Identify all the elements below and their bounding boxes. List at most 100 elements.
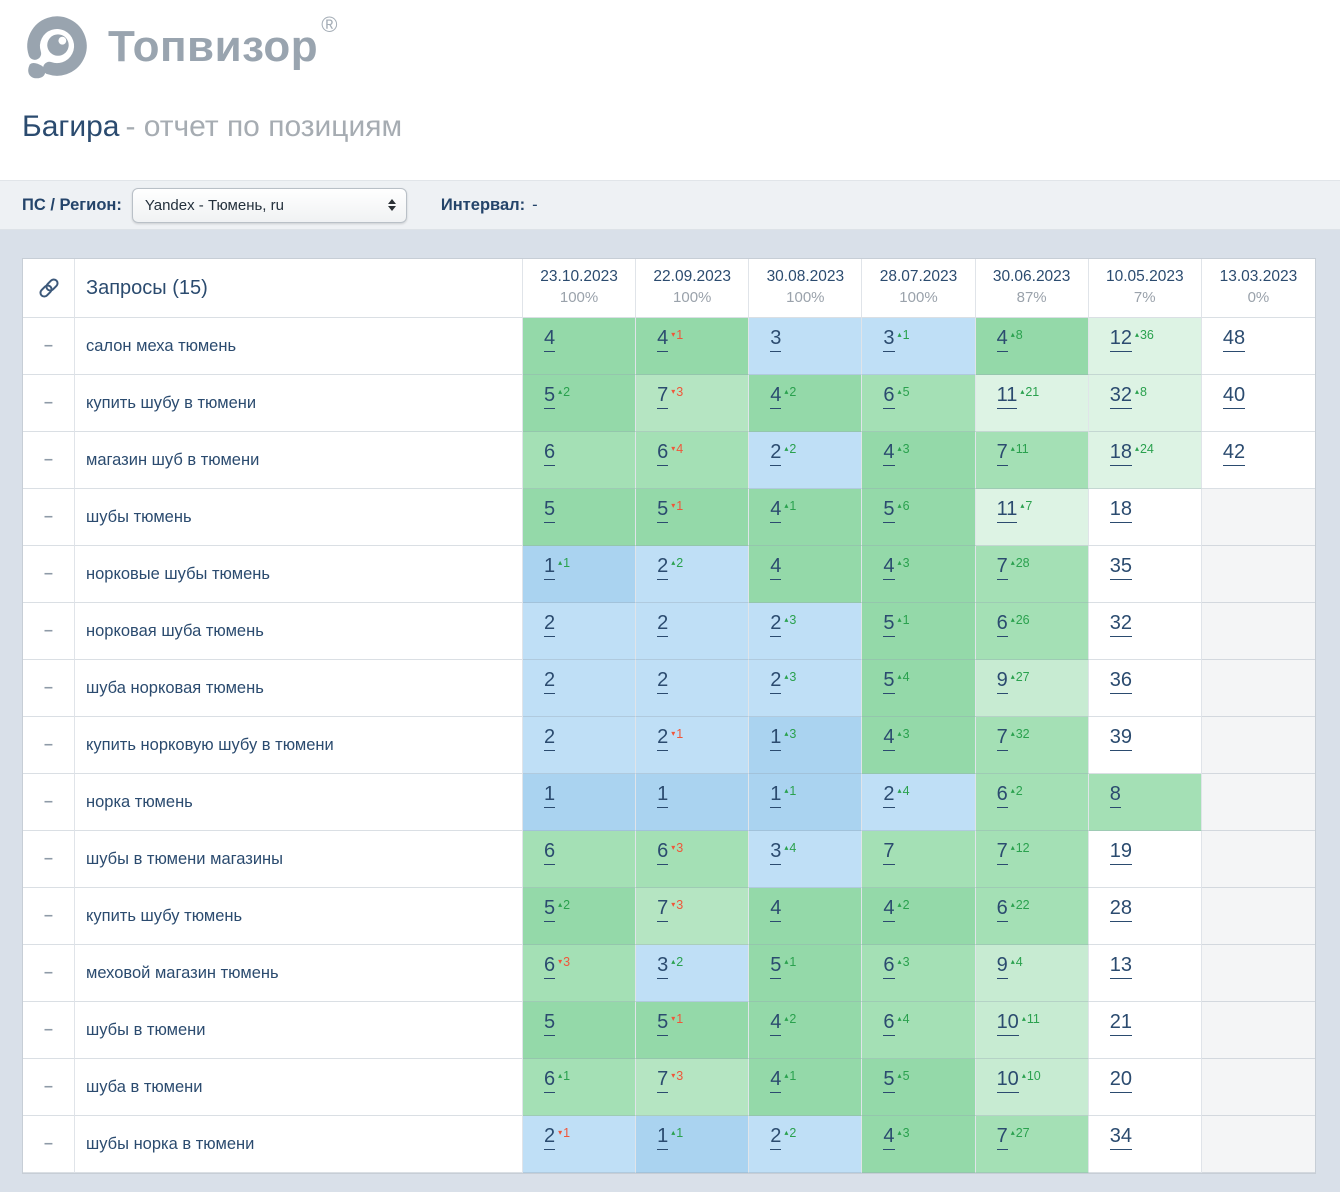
position-value-link[interactable]: 5 xyxy=(544,498,556,523)
position-value-link[interactable]: 6 xyxy=(657,840,669,865)
position-value-link[interactable]: 3 xyxy=(770,327,782,352)
position-value-link[interactable]: 5 xyxy=(544,384,556,409)
position-value-link[interactable]: 8 xyxy=(1109,783,1121,808)
position-value-link[interactable]: 1 xyxy=(544,555,556,580)
position-value-link[interactable]: 6 xyxy=(996,897,1008,922)
position-value-link[interactable]: 2 xyxy=(883,783,895,808)
date-column-header[interactable]: 10.05.2023 7% xyxy=(1088,259,1202,318)
position-value-link[interactable]: 5 xyxy=(544,1011,556,1036)
position-value-link[interactable]: 42 xyxy=(1222,441,1246,466)
position-value-link[interactable]: 6 xyxy=(996,612,1008,637)
position-value-link[interactable]: 35 xyxy=(1109,555,1132,580)
position-value-link[interactable]: 4 xyxy=(770,1068,782,1093)
position-value-link[interactable]: 9 xyxy=(996,669,1008,694)
position-value-link[interactable]: 6 xyxy=(883,1011,895,1036)
position-value-link[interactable]: 4 xyxy=(883,441,895,466)
position-value-link[interactable]: 1 xyxy=(657,783,669,808)
position-value-link[interactable]: 5 xyxy=(544,897,556,922)
position-value-link[interactable]: 1 xyxy=(657,1125,669,1150)
position-value-link[interactable]: 2 xyxy=(544,726,556,751)
position-value-link[interactable]: 4 xyxy=(770,498,782,523)
position-value-link[interactable]: 2 xyxy=(770,669,782,694)
position-value-link[interactable]: 6 xyxy=(657,441,669,466)
position-value-link[interactable]: 5 xyxy=(657,498,669,523)
position-value-link[interactable]: 2 xyxy=(544,669,556,694)
date-column-header[interactable]: 22.09.2023 100% xyxy=(636,259,750,318)
position-value-link[interactable]: 11 xyxy=(996,384,1018,409)
position-value-link[interactable]: 6 xyxy=(544,840,556,865)
position-value-link[interactable]: 6 xyxy=(883,384,895,409)
position-value-link[interactable]: 6 xyxy=(544,1068,556,1093)
position-value-link[interactable]: 2 xyxy=(657,555,669,580)
position-value-link[interactable]: 4 xyxy=(770,555,782,580)
position-value-link[interactable]: 5 xyxy=(883,498,895,523)
position-value-link[interactable]: 1 xyxy=(770,783,782,808)
position-value-link[interactable]: 4 xyxy=(770,897,782,922)
position-value-link[interactable]: 1 xyxy=(770,726,782,751)
position-value-link[interactable]: 4 xyxy=(770,384,782,409)
position-value-link[interactable]: 18 xyxy=(1109,498,1132,523)
position-value-link[interactable]: 4 xyxy=(883,897,895,922)
position-value-link[interactable]: 2 xyxy=(770,1125,782,1150)
position-value-link[interactable]: 12 xyxy=(1109,327,1132,352)
position-value-link[interactable]: 5 xyxy=(883,612,895,637)
position-value-link[interactable]: 39 xyxy=(1109,726,1132,751)
position-value-link[interactable]: 7 xyxy=(996,726,1008,751)
position-value-link[interactable]: 2 xyxy=(544,612,556,637)
position-value-link[interactable]: 6 xyxy=(883,954,895,979)
position-value-link[interactable]: 11 xyxy=(996,498,1018,523)
position-value-link[interactable]: 2 xyxy=(657,612,669,637)
position-value-link[interactable]: 6 xyxy=(544,954,556,979)
position-value-link[interactable]: 34 xyxy=(1109,1125,1132,1150)
position-value-link[interactable]: 1 xyxy=(544,783,556,808)
position-value-link[interactable]: 19 xyxy=(1109,840,1132,865)
position-value-link[interactable]: 18 xyxy=(1109,441,1132,466)
date-column-header[interactable]: 23.10.2023 100% xyxy=(523,259,637,318)
position-value-link[interactable]: 20 xyxy=(1109,1068,1132,1093)
position-value-link[interactable]: 10 xyxy=(996,1011,1019,1036)
position-value-link[interactable]: 7 xyxy=(657,897,669,922)
position-value-link[interactable]: 40 xyxy=(1222,384,1246,409)
position-value-link[interactable]: 4 xyxy=(544,327,556,352)
position-value-link[interactable]: 5 xyxy=(883,669,895,694)
position-value-link[interactable]: 28 xyxy=(1109,897,1132,922)
position-value-link[interactable]: 5 xyxy=(883,1068,895,1093)
date-column-header[interactable]: 28.07.2023 100% xyxy=(862,259,976,318)
brand-logo[interactable]: Топвизор ® xyxy=(0,0,1340,96)
engine-region-select[interactable]: Yandex - Тюмень, ru xyxy=(131,187,407,223)
position-value-link[interactable]: 10 xyxy=(996,1068,1019,1093)
date-column-header[interactable]: 30.08.2023 100% xyxy=(749,259,863,318)
position-value-link[interactable]: 2 xyxy=(657,669,669,694)
position-value-link[interactable]: 3 xyxy=(883,327,895,352)
position-value-link[interactable]: 6 xyxy=(544,441,556,466)
position-value-link[interactable]: 3 xyxy=(770,840,782,865)
position-value-link[interactable]: 4 xyxy=(883,1125,895,1150)
position-value-link[interactable]: 36 xyxy=(1109,669,1132,694)
position-value-link[interactable]: 4 xyxy=(657,327,669,352)
position-value-link[interactable]: 2 xyxy=(544,1125,556,1150)
position-value-link[interactable]: 7 xyxy=(996,840,1008,865)
position-value-link[interactable]: 7 xyxy=(996,555,1008,580)
position-value-link[interactable]: 32 xyxy=(1109,612,1132,637)
position-value-link[interactable]: 2 xyxy=(657,726,669,751)
position-value-link[interactable]: 4 xyxy=(883,555,895,580)
position-value-link[interactable]: 9 xyxy=(996,954,1008,979)
position-value-link[interactable]: 4 xyxy=(770,1011,782,1036)
position-value-link[interactable]: 7 xyxy=(996,441,1008,466)
position-value-link[interactable]: 7 xyxy=(996,1125,1008,1150)
position-value-link[interactable]: 7 xyxy=(657,1068,669,1093)
position-value-link[interactable]: 7 xyxy=(883,840,895,865)
date-column-header[interactable]: 30.06.2023 87% xyxy=(975,259,1089,318)
position-value-link[interactable]: 5 xyxy=(770,954,782,979)
position-value-link[interactable]: 5 xyxy=(657,1011,669,1036)
position-value-link[interactable]: 32 xyxy=(1109,384,1132,409)
position-value-link[interactable]: 6 xyxy=(996,783,1008,808)
position-value-link[interactable]: 2 xyxy=(770,612,782,637)
position-value-link[interactable]: 4 xyxy=(883,726,895,751)
position-value-link[interactable]: 21 xyxy=(1109,1011,1132,1036)
position-value-link[interactable]: 7 xyxy=(657,384,669,409)
position-value-link[interactable]: 4 xyxy=(996,327,1008,352)
position-value-link[interactable]: 48 xyxy=(1222,327,1246,352)
position-value-link[interactable]: 2 xyxy=(770,441,782,466)
position-value-link[interactable]: 13 xyxy=(1109,954,1132,979)
